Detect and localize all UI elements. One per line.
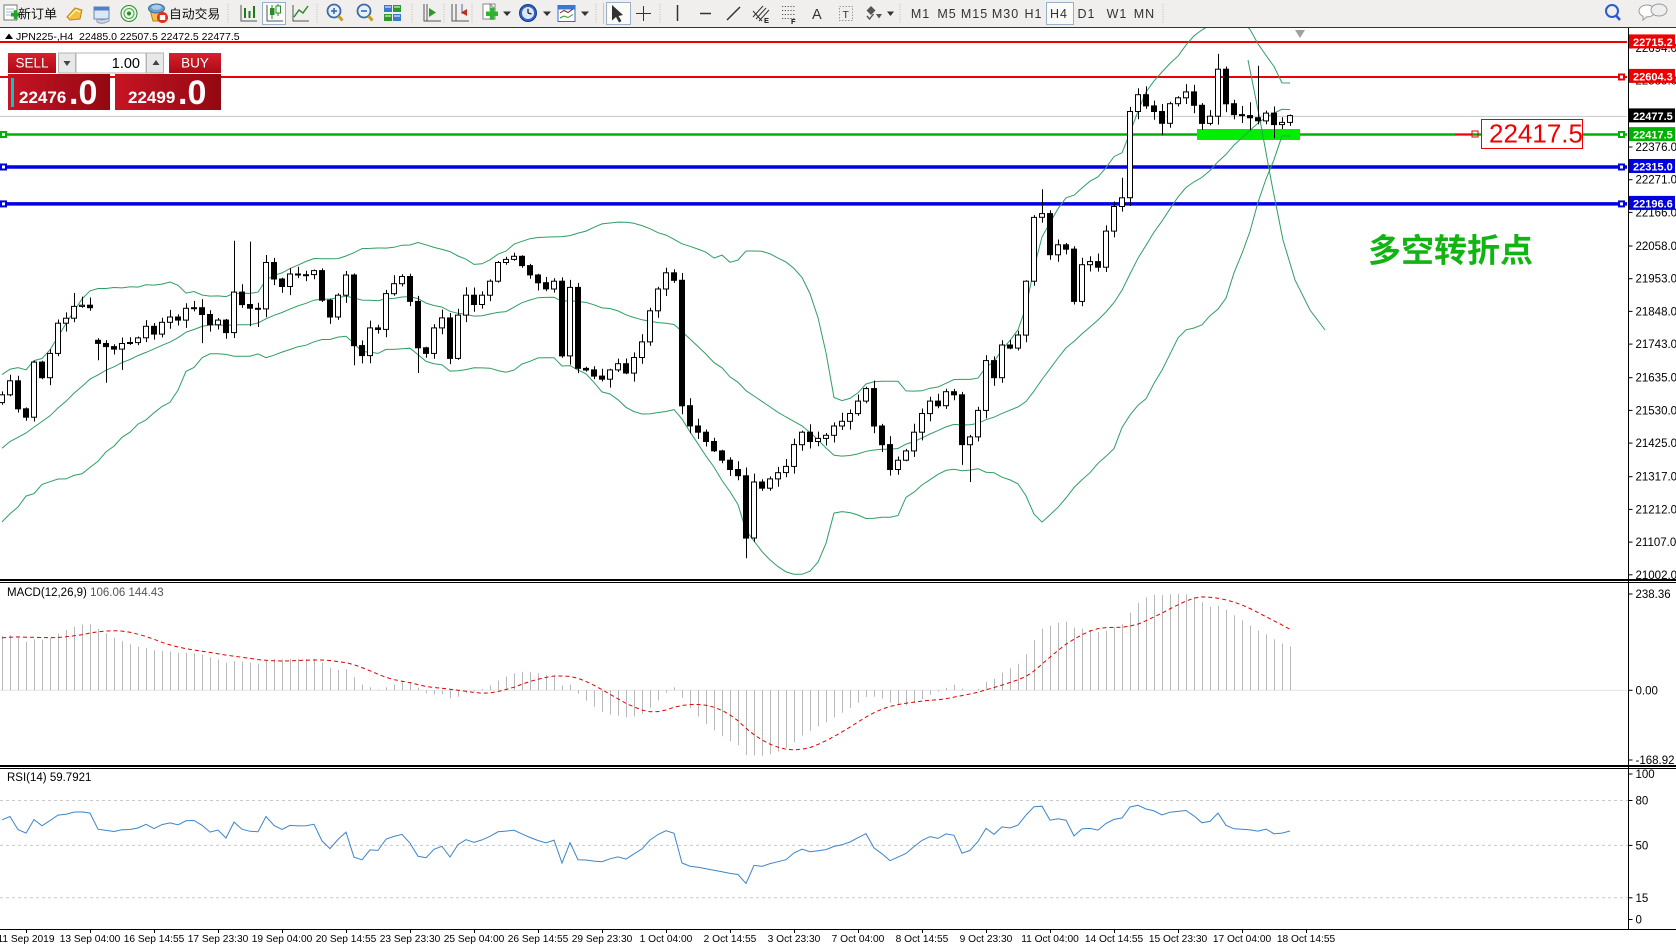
svg-text:23 Sep 23:30: 23 Sep 23:30 [380,934,441,945]
svg-text:238.36: 238.36 [1636,589,1671,601]
svg-text:21212.0: 21212.0 [1636,504,1676,516]
svg-text:13 Sep 04:00: 13 Sep 04:00 [60,934,121,945]
svg-text:D1: D1 [1078,7,1096,21]
svg-text:22196.6: 22196.6 [1633,198,1673,210]
svg-text:25 Sep 04:00: 25 Sep 04:00 [444,934,505,945]
svg-text:F: F [791,17,796,26]
svg-text:11 Oct 04:00: 11 Oct 04:00 [1021,934,1079,945]
svg-text:21002.0: 21002.0 [1636,570,1676,582]
svg-text:22271.0: 22271.0 [1636,175,1676,187]
svg-text:0: 0 [1636,915,1642,927]
svg-text:22499: 22499 [128,88,175,107]
svg-text:A: A [812,7,822,23]
svg-text:21635.0: 21635.0 [1636,373,1676,385]
svg-text:18 Oct 14:55: 18 Oct 14:55 [1277,934,1336,945]
svg-text:21953.0: 21953.0 [1636,274,1676,286]
svg-text:50: 50 [1636,840,1649,852]
svg-text:22315.0: 22315.0 [1633,162,1673,174]
svg-text:11 Sep 2019: 11 Sep 2019 [0,934,55,945]
svg-text:H4: H4 [1050,7,1068,21]
svg-text:21848.0: 21848.0 [1636,306,1676,318]
svg-text:21743.0: 21743.0 [1636,339,1676,351]
svg-text:29 Sep 23:30: 29 Sep 23:30 [572,934,633,945]
svg-text:RSI(14) 59.7921: RSI(14) 59.7921 [7,772,91,784]
svg-text:SELL: SELL [15,56,49,71]
svg-text:MACD(12,26,9) 106.06 144.43: MACD(12,26,9) 106.06 144.43 [7,587,164,599]
svg-text:M15: M15 [961,7,988,21]
svg-text:22417.5: 22417.5 [1489,119,1583,149]
svg-text:H1: H1 [1025,7,1043,21]
svg-text:19 Sep 04:00: 19 Sep 04:00 [252,934,313,945]
svg-text:BUY: BUY [181,56,209,71]
svg-text:22477.5: 22477.5 [1633,111,1673,123]
svg-text:22476: 22476 [19,88,66,107]
svg-text:W1: W1 [1107,7,1128,21]
svg-text:-168.92: -168.92 [1636,755,1675,767]
svg-text:15: 15 [1636,893,1649,905]
svg-text:E: E [764,16,769,25]
svg-text:22376.0: 22376.0 [1636,142,1676,154]
svg-text:22058.0: 22058.0 [1636,241,1676,253]
svg-text:1.00: 1.00 [112,56,140,72]
svg-text:T: T [843,9,850,21]
svg-text:0.00: 0.00 [1636,685,1658,697]
svg-text:14 Oct 14:55: 14 Oct 14:55 [1085,934,1144,945]
svg-text:.0: .0 [69,74,97,112]
svg-text:M5: M5 [937,7,956,21]
svg-text:20 Sep 14:55: 20 Sep 14:55 [316,934,377,945]
svg-text:80: 80 [1636,796,1649,808]
svg-text:26 Sep 14:55: 26 Sep 14:55 [508,934,569,945]
svg-text:21425.0: 21425.0 [1636,438,1676,450]
svg-text:17 Oct 04:00: 17 Oct 04:00 [1213,934,1272,945]
svg-text:8 Oct 14:55: 8 Oct 14:55 [896,934,949,945]
svg-text:9 Oct 23:30: 9 Oct 23:30 [960,934,1013,945]
svg-text:2 Oct 14:55: 2 Oct 14:55 [704,934,757,945]
svg-text:M1: M1 [911,7,930,21]
svg-text:22417.5: 22417.5 [1633,130,1673,142]
svg-text:22604.3: 22604.3 [1633,71,1673,83]
svg-text:100: 100 [1636,769,1655,781]
svg-text:17 Sep 23:30: 17 Sep 23:30 [188,934,249,945]
svg-text:.0: .0 [178,74,206,112]
svg-text:22715.2: 22715.2 [1633,37,1673,49]
svg-text:MN: MN [1134,7,1155,21]
svg-text:1 Oct 04:00: 1 Oct 04:00 [640,934,693,945]
svg-text:21317.0: 21317.0 [1636,472,1676,484]
svg-text:21107.0: 21107.0 [1636,537,1676,549]
svg-text:15 Oct 23:30: 15 Oct 23:30 [1149,934,1208,945]
svg-text:M30: M30 [992,7,1019,21]
svg-text:21530.0: 21530.0 [1636,405,1676,417]
svg-text:7 Oct 04:00: 7 Oct 04:00 [832,934,885,945]
svg-text:3 Oct 23:30: 3 Oct 23:30 [768,934,821,945]
svg-text:16 Sep 14:55: 16 Sep 14:55 [124,934,185,945]
